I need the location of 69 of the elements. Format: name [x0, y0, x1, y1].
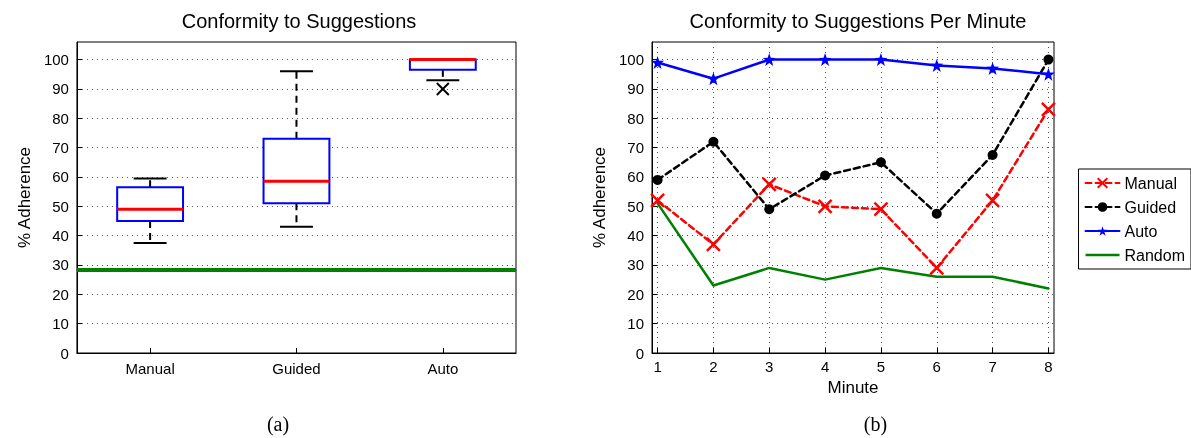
point — [820, 170, 831, 181]
line-series — [656, 202, 1050, 290]
point — [705, 236, 722, 253]
y-tick-label: 100 — [618, 51, 644, 69]
x-tick-label: Guided — [272, 360, 321, 377]
y-tick-label: 60 — [627, 168, 644, 186]
y-tick-label: 60 — [52, 168, 69, 186]
y-tick-label: 20 — [52, 285, 69, 303]
x-tick-label: 5 — [876, 358, 886, 375]
y-tick-label: 10 — [627, 315, 644, 333]
point — [986, 61, 1000, 75]
x-tick-label: 2 — [709, 358, 718, 375]
point — [929, 260, 945, 276]
x-tick-label: Manual — [125, 360, 175, 377]
y-tick-label: 10 — [52, 315, 69, 333]
y-tick-label: 0 — [60, 344, 69, 362]
y-axis-title: % Adherence — [590, 146, 610, 249]
point — [817, 198, 833, 215]
point — [651, 56, 665, 70]
point — [984, 192, 1001, 209]
y-tick-label: 80 — [627, 109, 644, 127]
x-tick-label: Auto — [427, 360, 459, 377]
legend-label: Auto — [1124, 222, 1158, 240]
y-tick-label: 50 — [627, 197, 644, 215]
y-tick-label: 20 — [627, 285, 644, 303]
point — [708, 136, 719, 147]
point — [818, 53, 832, 67]
point — [987, 149, 998, 160]
x-axis-title: Minute — [827, 377, 879, 397]
point — [649, 192, 666, 209]
point — [930, 58, 944, 72]
y-tick-label: 40 — [627, 227, 644, 245]
y-tick-label: 0 — [635, 344, 644, 362]
y-axis-title: % Adherence — [15, 146, 34, 249]
x-tick-label: 3 — [765, 358, 774, 375]
point — [873, 201, 889, 217]
y-tick-label: 80 — [52, 109, 69, 127]
point — [875, 157, 886, 168]
y-tick-label: 90 — [627, 80, 644, 98]
chart-title: Conformity to Suggestions Per Minute — [689, 10, 1027, 32]
legend-label: Random — [1124, 246, 1186, 264]
point — [652, 174, 663, 185]
point — [1040, 101, 1057, 118]
point — [762, 53, 776, 67]
legend-label: Manual — [1124, 174, 1178, 192]
point — [874, 53, 888, 67]
y-tick-label: 40 — [52, 227, 69, 245]
text: (a) — [266, 413, 290, 436]
x-tick-label: 1 — [653, 358, 662, 375]
point — [761, 176, 777, 193]
y-tick-label: 70 — [52, 139, 69, 157]
x-tick-label: 4 — [820, 358, 830, 375]
legend-label: Guided — [1124, 198, 1177, 216]
x-tick-label: 8 — [1044, 358, 1053, 375]
chart-title: Conformity to Suggestions — [181, 10, 417, 32]
text: (b) — [863, 413, 888, 436]
point — [764, 204, 775, 215]
y-tick-label: 100 — [43, 51, 69, 69]
y-tick-label: 70 — [627, 139, 644, 157]
point — [931, 208, 942, 219]
point — [1041, 67, 1055, 81]
y-tick-label: 50 — [52, 197, 69, 215]
y-tick-label: 90 — [52, 80, 69, 98]
point — [1043, 54, 1054, 65]
point — [706, 72, 720, 86]
y-tick-label: 30 — [52, 256, 69, 274]
x-tick-label: 6 — [932, 358, 941, 375]
y-tick-label: 30 — [627, 256, 644, 274]
x-tick-label: 7 — [988, 358, 997, 375]
